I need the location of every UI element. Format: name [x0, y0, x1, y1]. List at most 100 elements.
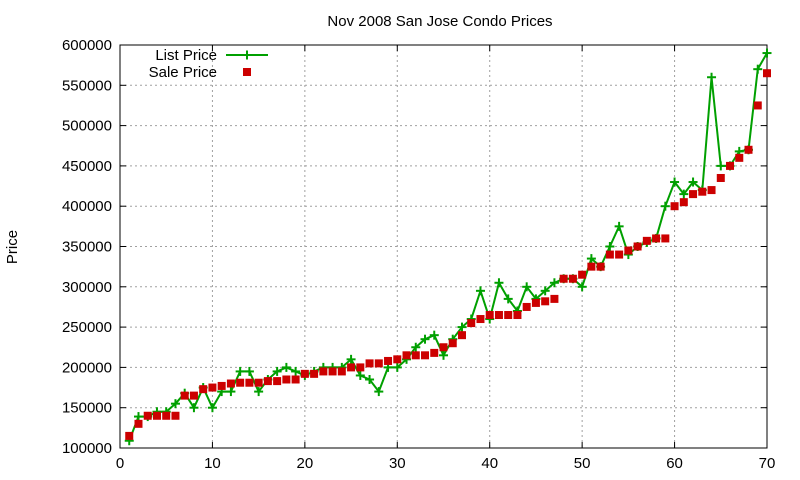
y-tick-label: 350000 [62, 239, 112, 256]
data-point [355, 370, 365, 380]
data-point [429, 330, 439, 340]
data-point [235, 366, 245, 376]
grid-lines [120, 45, 767, 448]
data-point [475, 286, 485, 296]
data-point [217, 381, 226, 390]
data-point [189, 403, 199, 413]
data-point [670, 202, 679, 211]
data-point [698, 187, 707, 196]
data-point [652, 234, 661, 243]
data-point [356, 363, 365, 372]
data-point [319, 367, 328, 376]
data-point [189, 391, 198, 400]
data-point [133, 412, 143, 422]
data-point [615, 250, 624, 259]
data-point [420, 334, 430, 344]
data-point [273, 377, 282, 386]
data-point [152, 411, 161, 420]
data-point [504, 311, 513, 320]
plot-frame [119, 44, 768, 449]
data-point [134, 419, 143, 428]
data-point [503, 294, 513, 304]
y-tick-label: 600000 [62, 37, 112, 54]
data-point [291, 375, 300, 384]
data-point [753, 64, 763, 74]
data-point [282, 375, 291, 384]
axis-ticks: 0 10 20 30 40 50 60 70 100000 150000 200000 250000 3… [62, 37, 775, 472]
data-point [763, 69, 771, 78]
data-point [605, 250, 614, 259]
data-point [578, 270, 587, 279]
data-point [207, 403, 217, 413]
data-point [365, 359, 374, 368]
data-point [614, 221, 624, 231]
data-point [392, 362, 402, 372]
data-point [281, 362, 291, 372]
data-point [254, 378, 263, 387]
data-point [245, 378, 254, 387]
data-point [485, 311, 494, 320]
data-point [402, 351, 411, 360]
data-point [559, 274, 568, 283]
data-point [374, 359, 383, 368]
legend-label-list-price: List Price [155, 47, 217, 64]
x-tick-label: 0 [116, 455, 124, 472]
data-point [670, 177, 680, 187]
data-point [291, 366, 301, 376]
data-point [384, 356, 393, 365]
data-point [374, 387, 384, 397]
data-point [522, 282, 532, 292]
data-point [347, 363, 356, 372]
y-tick-label: 500000 [62, 118, 112, 135]
data-point [661, 234, 670, 243]
y-tick-label: 150000 [62, 400, 112, 417]
data-point [236, 378, 245, 387]
y-tick-label: 100000 [62, 440, 112, 457]
y-tick-label: 200000 [62, 359, 112, 376]
data-point [707, 186, 716, 195]
data-point [762, 48, 772, 58]
data-point [365, 374, 375, 384]
data-point [679, 189, 689, 199]
x-tick-label: 70 [759, 455, 776, 472]
data-point [753, 101, 762, 110]
y-tick-label: 450000 [62, 158, 112, 175]
data-point [180, 391, 189, 400]
data-point [199, 385, 208, 394]
data-point [263, 377, 272, 386]
y-axis-label: Price [4, 230, 21, 264]
data-point [735, 153, 744, 162]
data-point [624, 246, 633, 255]
x-tick-label: 60 [666, 455, 683, 472]
data-point [310, 369, 319, 378]
data-point [494, 311, 503, 320]
data-point [411, 351, 420, 360]
data-point [457, 331, 466, 340]
data-point [577, 282, 587, 292]
legend: List Price Sale Price [149, 47, 268, 81]
data-point [716, 161, 726, 171]
data-point [171, 411, 180, 420]
data-point [633, 242, 642, 251]
data-point [541, 297, 550, 306]
data-point [430, 348, 439, 357]
data-point [707, 72, 717, 82]
data-point [568, 274, 577, 283]
data-point [494, 278, 504, 288]
series-layer [124, 48, 772, 446]
data-point [716, 173, 725, 182]
data-point [439, 350, 448, 360]
data-point [660, 201, 670, 211]
data-point [605, 242, 615, 251]
data-point [596, 262, 605, 271]
y-tick-label: 250000 [62, 319, 112, 336]
data-point [540, 286, 550, 296]
series-line [128, 52, 768, 442]
chart-title: Nov 2008 San Jose Condo Prices [327, 13, 552, 30]
data-point [143, 411, 152, 420]
y-tick-label: 550000 [62, 77, 112, 94]
data-point [226, 379, 235, 388]
data-point [688, 177, 698, 187]
x-tick-label: 30 [389, 455, 406, 472]
